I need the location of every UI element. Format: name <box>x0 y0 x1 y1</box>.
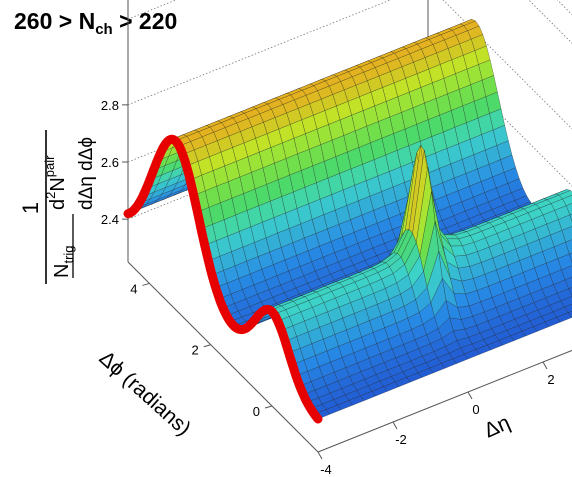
z-gridline-back-extra-1 <box>127 0 177 20</box>
surface-cell <box>564 276 572 289</box>
surface-cell <box>561 226 572 243</box>
z-tick-label-0: 2.4 <box>101 212 119 227</box>
x-tick-mark-1 <box>392 421 398 430</box>
z-label-ntrig: Ntrig <box>51 245 76 278</box>
x-tick-mark-0 <box>317 451 323 460</box>
z-label-one: 1 <box>18 202 43 214</box>
surface-cell <box>560 296 572 308</box>
surface-cell <box>566 203 572 216</box>
surface-cell <box>561 265 572 281</box>
surface-cell <box>558 190 572 200</box>
z-gridline-right-1 <box>427 41 572 187</box>
z-gridline-right-extra-3 <box>428 0 572 32</box>
z-label-numerator: d2Npair <box>42 155 69 210</box>
z-axis-label: 1 Ntrig d2Npair dΔη dΔϕ <box>18 130 97 284</box>
x-tick-mark-2 <box>467 391 473 400</box>
y-tick-mark-1 <box>203 344 211 348</box>
z-gridline-right-2 <box>442 0 572 130</box>
y-tick-label-2: 4 <box>130 281 137 296</box>
x-tick-label-0: -4 <box>320 462 332 477</box>
y-axis-line <box>127 261 319 453</box>
x-tick-mark-3 <box>542 361 548 370</box>
axis-ticks: 2.42.62.8-4-2024024 <box>101 98 555 477</box>
z-label-num-d: d <box>47 199 69 210</box>
surface-cell <box>562 195 572 206</box>
y-tick-label-0: 0 <box>253 404 260 419</box>
surface-cell <box>558 214 572 231</box>
z-tick-label-2: 2.8 <box>101 98 119 113</box>
surface-cell <box>568 287 572 296</box>
z-label-denominator: dΔη dΔϕ <box>76 137 97 210</box>
title-subscript: ch <box>95 21 113 38</box>
title-prefix: 260 > N <box>14 8 96 34</box>
surface-cell <box>567 310 572 318</box>
z-label-num-pair: pair <box>42 155 57 177</box>
chart-title: 260 > Nch > 220 <box>14 8 177 38</box>
title-suffix: > 220 <box>112 8 178 34</box>
z-label-ntrig-sub: trig <box>61 245 76 263</box>
z-label-num-sup2: 2 <box>43 192 58 199</box>
y-tick-mark-0 <box>264 405 273 409</box>
x-tick-label-1: -2 <box>395 432 407 447</box>
surface-cell <box>569 213 572 222</box>
z-label-ntrig-main: N <box>51 264 73 278</box>
red-edge-line <box>123 134 323 424</box>
surface-cell <box>565 239 572 255</box>
y-tick-label-1: 2 <box>192 343 199 358</box>
x-tick-label-3: 2 <box>547 372 554 387</box>
y-axis-label: Δϕ (radians) <box>95 347 195 441</box>
y-tick-mark-2 <box>142 282 150 286</box>
surface-cell <box>557 253 572 271</box>
x-tick-label-2: 0 <box>472 402 479 417</box>
z-gridline-back-2 <box>127 0 392 106</box>
z-label-num-N: N <box>47 177 69 191</box>
surface-mesh <box>127 19 572 420</box>
z-tick-label-1: 2.6 <box>101 155 119 170</box>
highlighted-edge <box>123 134 323 424</box>
x-axis-label: Δη <box>481 411 514 442</box>
surface-cell <box>564 304 572 313</box>
frame-right-top-edge <box>428 0 572 32</box>
